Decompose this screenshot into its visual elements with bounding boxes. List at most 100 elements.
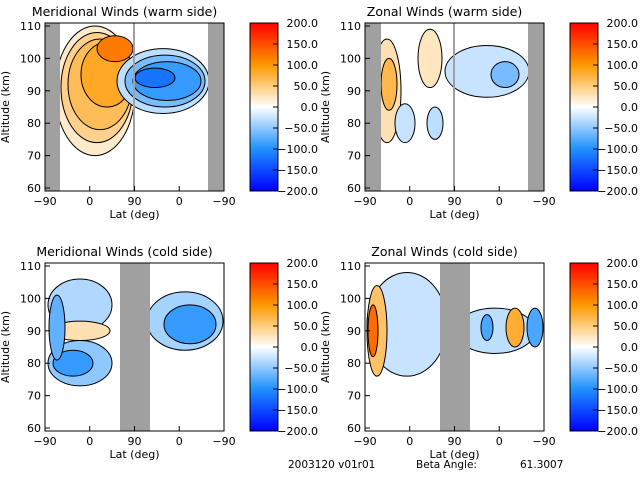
data-gap-band bbox=[45, 23, 60, 191]
colorbar-tick-label: 50.0 bbox=[614, 80, 639, 93]
y-tick-label: 100 bbox=[20, 52, 41, 65]
contour-cell bbox=[426, 106, 444, 140]
panel-3: Meridional Winds (cold side) −90 0 90 0 −90 La… bbox=[0, 244, 318, 461]
colorbar-tick-label: −50.0 bbox=[604, 362, 638, 375]
contour-cell bbox=[394, 103, 416, 144]
colorbar-tick-label: 150.0 bbox=[287, 38, 319, 51]
x-tick-label: 90 bbox=[448, 195, 462, 208]
y-tick-label: 60 bbox=[347, 182, 361, 195]
x-tick-label: 0 bbox=[496, 195, 503, 208]
y-tick-label: 80 bbox=[27, 117, 41, 130]
colorbar-tick-label: 50.0 bbox=[294, 320, 319, 333]
y-axis-label: Altitude (km) bbox=[0, 71, 12, 143]
x-tick-label: −90 bbox=[353, 195, 376, 208]
x-tick-label: −90 bbox=[532, 195, 555, 208]
colorbar-tick-label: 200.0 bbox=[287, 257, 319, 270]
colorbar-tick-label: 150.0 bbox=[607, 278, 639, 291]
colorbar-tick-label: −100.0 bbox=[597, 143, 638, 156]
y-tick-label: 80 bbox=[347, 357, 361, 370]
colorbar-tick-label: −150.0 bbox=[277, 164, 318, 177]
y-tick-label: 90 bbox=[347, 85, 361, 98]
panel-title: Zonal Winds (warm side) bbox=[367, 4, 522, 19]
y-tick-label: 90 bbox=[347, 325, 361, 338]
x-axis-label: Lat (deg) bbox=[110, 448, 160, 461]
x-axis-label: Lat (deg) bbox=[110, 208, 160, 221]
x-tick-label: 0 bbox=[176, 195, 183, 208]
colorbar-tick-label: −150.0 bbox=[597, 404, 638, 417]
x-tick-label: 0 bbox=[406, 435, 413, 448]
panel-1: Meridional Winds (warm side) −90 0 90 0 −90 La… bbox=[0, 4, 318, 221]
colorbar-tick-label: −150.0 bbox=[277, 404, 318, 417]
colorbar-tick-label: 50.0 bbox=[294, 80, 319, 93]
contour-cell bbox=[163, 304, 217, 345]
colorbar-tick-label: 100.0 bbox=[607, 299, 639, 312]
y-tick-label: 70 bbox=[347, 390, 361, 403]
y-tick-label: 60 bbox=[27, 422, 41, 435]
plot-area bbox=[366, 263, 544, 431]
y-tick-label: 90 bbox=[27, 85, 41, 98]
y-tick-label: 100 bbox=[20, 292, 41, 305]
x-tick-label: −90 bbox=[212, 195, 235, 208]
colorbar-tick-label: −200.0 bbox=[277, 425, 318, 438]
x-tick-label: 90 bbox=[128, 435, 142, 448]
x-tick-label: −90 bbox=[532, 435, 555, 448]
colorbar-tick-label: −200.0 bbox=[597, 425, 638, 438]
colorbar-tick-label: −50.0 bbox=[604, 122, 638, 135]
y-tick-label: 70 bbox=[27, 150, 41, 163]
data-gap-band bbox=[528, 23, 544, 191]
colorbar-tick-label: 0.0 bbox=[621, 341, 639, 354]
colorbar-tick-label: −100.0 bbox=[597, 383, 638, 396]
contour-cell bbox=[380, 57, 398, 111]
x-tick-label: 0 bbox=[86, 195, 93, 208]
contour-cell bbox=[48, 294, 66, 361]
x-axis-label: Lat (deg) bbox=[430, 208, 480, 221]
colorbar-tick-label: 50.0 bbox=[614, 320, 639, 333]
y-tick-label: 100 bbox=[340, 292, 361, 305]
colorbar-tick-label: 100.0 bbox=[287, 59, 319, 72]
x-tick-label: −90 bbox=[353, 435, 376, 448]
x-tick-label: 90 bbox=[128, 195, 142, 208]
panel-title: Meridional Winds (warm side) bbox=[32, 4, 217, 19]
contour-cell bbox=[52, 349, 94, 377]
y-tick-label: 90 bbox=[27, 325, 41, 338]
plot-area bbox=[45, 23, 224, 191]
x-tick-label: 90 bbox=[448, 435, 462, 448]
contour-cell bbox=[417, 28, 443, 89]
y-tick-label: 110 bbox=[340, 260, 361, 273]
panel-title: Zonal Winds (cold side) bbox=[371, 244, 517, 259]
colorbar-tick-label: −50.0 bbox=[284, 122, 318, 135]
x-tick-label: 0 bbox=[406, 195, 413, 208]
y-tick-label: 60 bbox=[347, 422, 361, 435]
y-axis-label: Altitude (km) bbox=[319, 71, 332, 143]
colorbar-tick-label: 100.0 bbox=[607, 59, 639, 72]
x-tick-label: 0 bbox=[496, 435, 503, 448]
x-tick-label: 0 bbox=[176, 435, 183, 448]
beta-angle-label: Beta Angle: bbox=[416, 459, 477, 471]
colorbar-tick-label: −150.0 bbox=[597, 164, 638, 177]
data-gap-band bbox=[365, 23, 381, 191]
panel-title: Meridional Winds (cold side) bbox=[36, 244, 212, 259]
x-tick-label: −90 bbox=[33, 195, 56, 208]
colorbar-tick-label: 200.0 bbox=[607, 17, 639, 30]
y-tick-label: 100 bbox=[340, 52, 361, 65]
y-axis-label: Altitude (km) bbox=[319, 311, 332, 383]
colorbar-tick-label: 0.0 bbox=[621, 101, 639, 114]
colorbar-tick-label: 150.0 bbox=[607, 38, 639, 51]
colorbar-tick-label: −100.0 bbox=[277, 383, 318, 396]
x-tick-label: −90 bbox=[33, 435, 56, 448]
y-tick-label: 70 bbox=[347, 150, 361, 163]
y-axis-label: Altitude (km) bbox=[0, 311, 12, 383]
colorbar-tick-label: 150.0 bbox=[287, 278, 319, 291]
plot-area bbox=[365, 23, 544, 191]
colorbar-tick-label: −50.0 bbox=[284, 362, 318, 375]
y-tick-label: 80 bbox=[347, 117, 361, 130]
y-tick-label: 110 bbox=[20, 20, 41, 33]
colorbar-tick-label: −100.0 bbox=[277, 143, 318, 156]
contour-cell bbox=[480, 314, 494, 342]
contour-cell bbox=[505, 307, 525, 348]
x-tick-label: −90 bbox=[212, 435, 235, 448]
x-axis-label: Lat (deg) bbox=[430, 448, 480, 461]
colorbar-tick-label: 0.0 bbox=[301, 101, 319, 114]
contour-cell bbox=[96, 35, 134, 63]
